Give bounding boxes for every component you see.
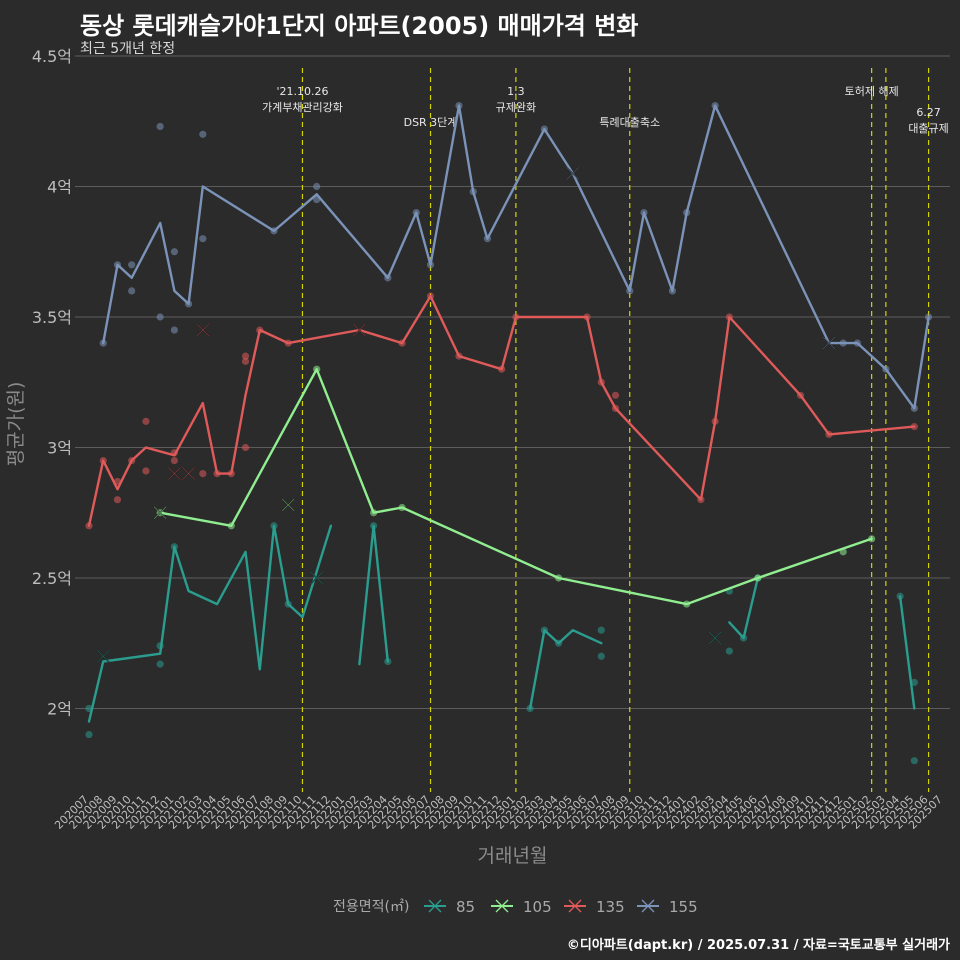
data-point (597, 652, 605, 660)
event-label: 가계부채관리강화 (262, 101, 343, 114)
x-marker-accent (822, 336, 836, 350)
data-point (113, 496, 122, 504)
legend-swatch-x (641, 899, 655, 913)
series-line (101, 104, 930, 410)
data-point (142, 417, 150, 425)
data-point (156, 313, 164, 321)
legend-title: 전용면적(㎡) (333, 899, 409, 915)
event-label: 1.3 (507, 85, 525, 98)
event-label: 특례대출축소 (599, 116, 660, 129)
data-point (597, 626, 605, 634)
axis-layer: 2억2.5억3억3.5억4억4.5억2020072020082020092020… (5, 47, 945, 867)
y-tick-label: 3.5억 (32, 308, 72, 327)
event-label: DSR 3단계 (404, 116, 458, 129)
x-marker-accent (196, 323, 210, 337)
data-point (313, 182, 321, 191)
data-point (241, 352, 250, 360)
data-point (241, 443, 250, 452)
series-line (358, 524, 389, 666)
data-point (128, 287, 136, 295)
series-line (87, 524, 333, 723)
series-line (528, 629, 603, 710)
legend-label: 105 (523, 898, 552, 916)
y-tick-label: 4.5억 (32, 47, 72, 66)
event-label: 규제완화 (496, 101, 536, 114)
y-tick-label: 2억 (47, 699, 72, 718)
data-point (241, 357, 250, 365)
event-label: '21.10.26 (276, 85, 328, 98)
x-marker-accent (168, 467, 181, 480)
event-label: 대출규제 (908, 122, 948, 135)
data-point (170, 326, 178, 334)
x-marker-accent (182, 467, 195, 480)
data-point (199, 130, 207, 138)
series-line (158, 368, 873, 606)
legend-layer: 전용면적(㎡) 85 105 135 155 (333, 898, 698, 916)
series-line (898, 595, 916, 710)
source-caption: ©디아파트(dapt.kr) / 2025.07.31 / 자료=국토교통부 실… (566, 938, 950, 953)
x-marker-accent (282, 498, 295, 512)
legend-swatch-x (495, 899, 509, 913)
x-marker-accent (708, 631, 722, 645)
data-point (156, 660, 164, 668)
event-label: 토허제 해제 (845, 84, 899, 98)
grid-layer (75, 55, 950, 709)
y-axis-title: 평균가(원) (5, 382, 27, 467)
data-point (170, 248, 178, 256)
data-point (170, 456, 178, 465)
x-marker-accent (353, 323, 366, 337)
x-marker-accent (566, 167, 580, 180)
x-marker-accent (153, 506, 167, 519)
chart-title: 동상 롯데캐슬가야1단지 아파트(2005) 매매가격 변화 (80, 12, 639, 40)
y-tick-label: 2.5억 (32, 569, 72, 588)
series-line (728, 576, 759, 640)
y-tick-label: 3억 (47, 438, 72, 457)
data-point (199, 469, 207, 478)
data-point (85, 730, 93, 739)
data-point (199, 235, 207, 243)
data-point (156, 122, 164, 131)
x-marker-accent (97, 650, 110, 663)
legend-label: 135 (596, 898, 625, 916)
data-point (910, 678, 918, 686)
data-point (128, 261, 136, 269)
x-marker-accent (310, 571, 323, 585)
data-point (142, 467, 150, 475)
legend-swatch-x (568, 899, 582, 913)
data-point (725, 647, 733, 655)
event-label: 6.27 (916, 106, 941, 119)
data-point (611, 391, 620, 399)
legend-label: 155 (669, 898, 698, 916)
series-line (87, 294, 916, 527)
data-point (910, 757, 918, 765)
series-layer (85, 101, 933, 765)
y-tick-label: 4억 (47, 177, 72, 196)
legend-swatch-x (428, 899, 442, 913)
legend-label: 85 (456, 898, 475, 916)
x-axis-title: 거래년월 (478, 845, 548, 867)
chart-subtitle: 최근 5개년 한정 (80, 41, 176, 57)
